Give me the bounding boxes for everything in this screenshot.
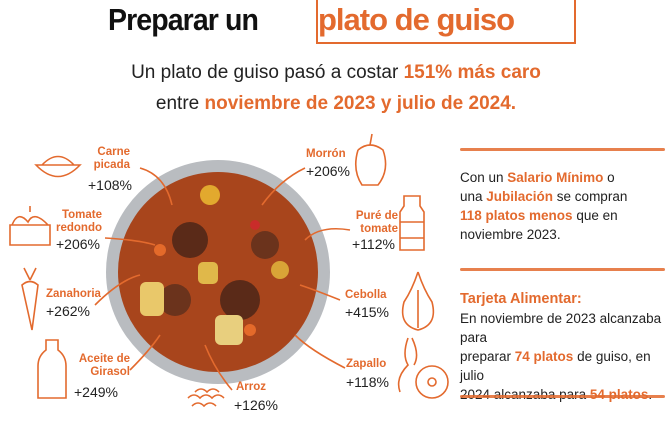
text: Un plato de guiso pasó a costar [131,62,404,83]
ingredient-zapallo: Zapallo [346,358,387,370]
name: Tomate [61,209,102,221]
ingredient-morron: Morrón [306,148,346,160]
name: Aceite de [78,353,130,365]
oil-bottle-icon [37,339,67,399]
text: que en [572,208,618,223]
panel-heading: Tarjeta Alimentar: [460,291,582,307]
title-part1: Preparar un [108,2,259,37]
text: 2024 alcanzaba para [460,387,590,402]
puree-can-icon [399,195,425,251]
highlight: 151% más caro [403,62,541,83]
name: Carne [97,146,130,158]
highlight: Jubilación [486,189,554,204]
rice-icon [187,388,225,408]
subtitle-line2: entre noviembre de 2023 y julio de 2024. [0,93,672,115]
ingredient-cebolla: Cebolla [345,289,387,301]
name: redondo [56,222,102,234]
page-title: Preparar un plato de guiso [108,2,515,38]
text: preparar [460,349,515,364]
ingredient-carne-picada: Carne picada [84,146,130,172]
change-aceite-girasol: +249% [74,384,118,400]
panel-salario: Con un Salario Mínimo o una Jubilación s… [460,168,670,244]
highlight: Salario Mínimo [507,170,604,185]
name: Puré de [355,210,398,222]
name: Girasol [90,366,130,378]
highlight: 54 platos [590,387,649,402]
panel-tarjeta: Tarjeta Alimentar: En noviembre de 2023 … [460,290,670,404]
change-tomate-redondo: +206% [56,236,100,252]
text: En noviembre de 2023 alcanzaba para [460,311,662,345]
change-carne-picada: +108% [88,177,132,193]
stew-bowl-image [106,160,330,384]
text: Con un [460,170,508,185]
text: una [460,189,487,204]
carrot-icon [21,267,39,331]
text: noviembre 2023. [460,227,561,242]
onion-icon [401,271,435,331]
change-cebolla: +415% [345,304,389,320]
pepper-icon [354,133,387,186]
change-zanahoria: +262% [46,303,90,319]
change-pure-tomate: +112% [352,236,395,252]
change-arroz: +126% [234,397,278,413]
name: tomate [360,223,398,235]
squash-icon [397,337,418,393]
ingredient-aceite-girasol: Aceite de Girasol [72,353,130,379]
ingredient-zanahoria: Zanahoria [46,288,101,300]
text: . [648,387,652,402]
text: o [603,170,615,185]
change-zapallo: +118% [346,374,389,390]
divider [460,395,665,398]
text: entre [155,93,205,114]
ingredient-pure-tomate: Puré de tomate [346,210,398,236]
ingredient-tomate-redondo: Tomate redondo [50,209,102,235]
highlight: 74 platos [514,349,574,364]
bowl-icon [34,155,82,178]
tomato-basket-icon [9,206,51,246]
subtitle-line1: Un plato de guiso pasó a costar 151% más… [0,62,672,84]
ingredient-arroz: Arroz [236,381,267,393]
highlight: noviembre de 2023 y julio de 2024. [204,93,517,114]
name: picada [93,159,130,171]
change-morron: +206% [306,163,350,179]
title-highlight-box [316,0,576,44]
text: se compran [553,189,628,204]
text: de guiso, en julio [460,349,651,383]
divider [460,268,665,271]
title-part2: plato de guiso [318,2,515,37]
highlight: 118 platos menos [460,208,573,223]
divider [460,148,665,151]
arrows [94,167,351,391]
